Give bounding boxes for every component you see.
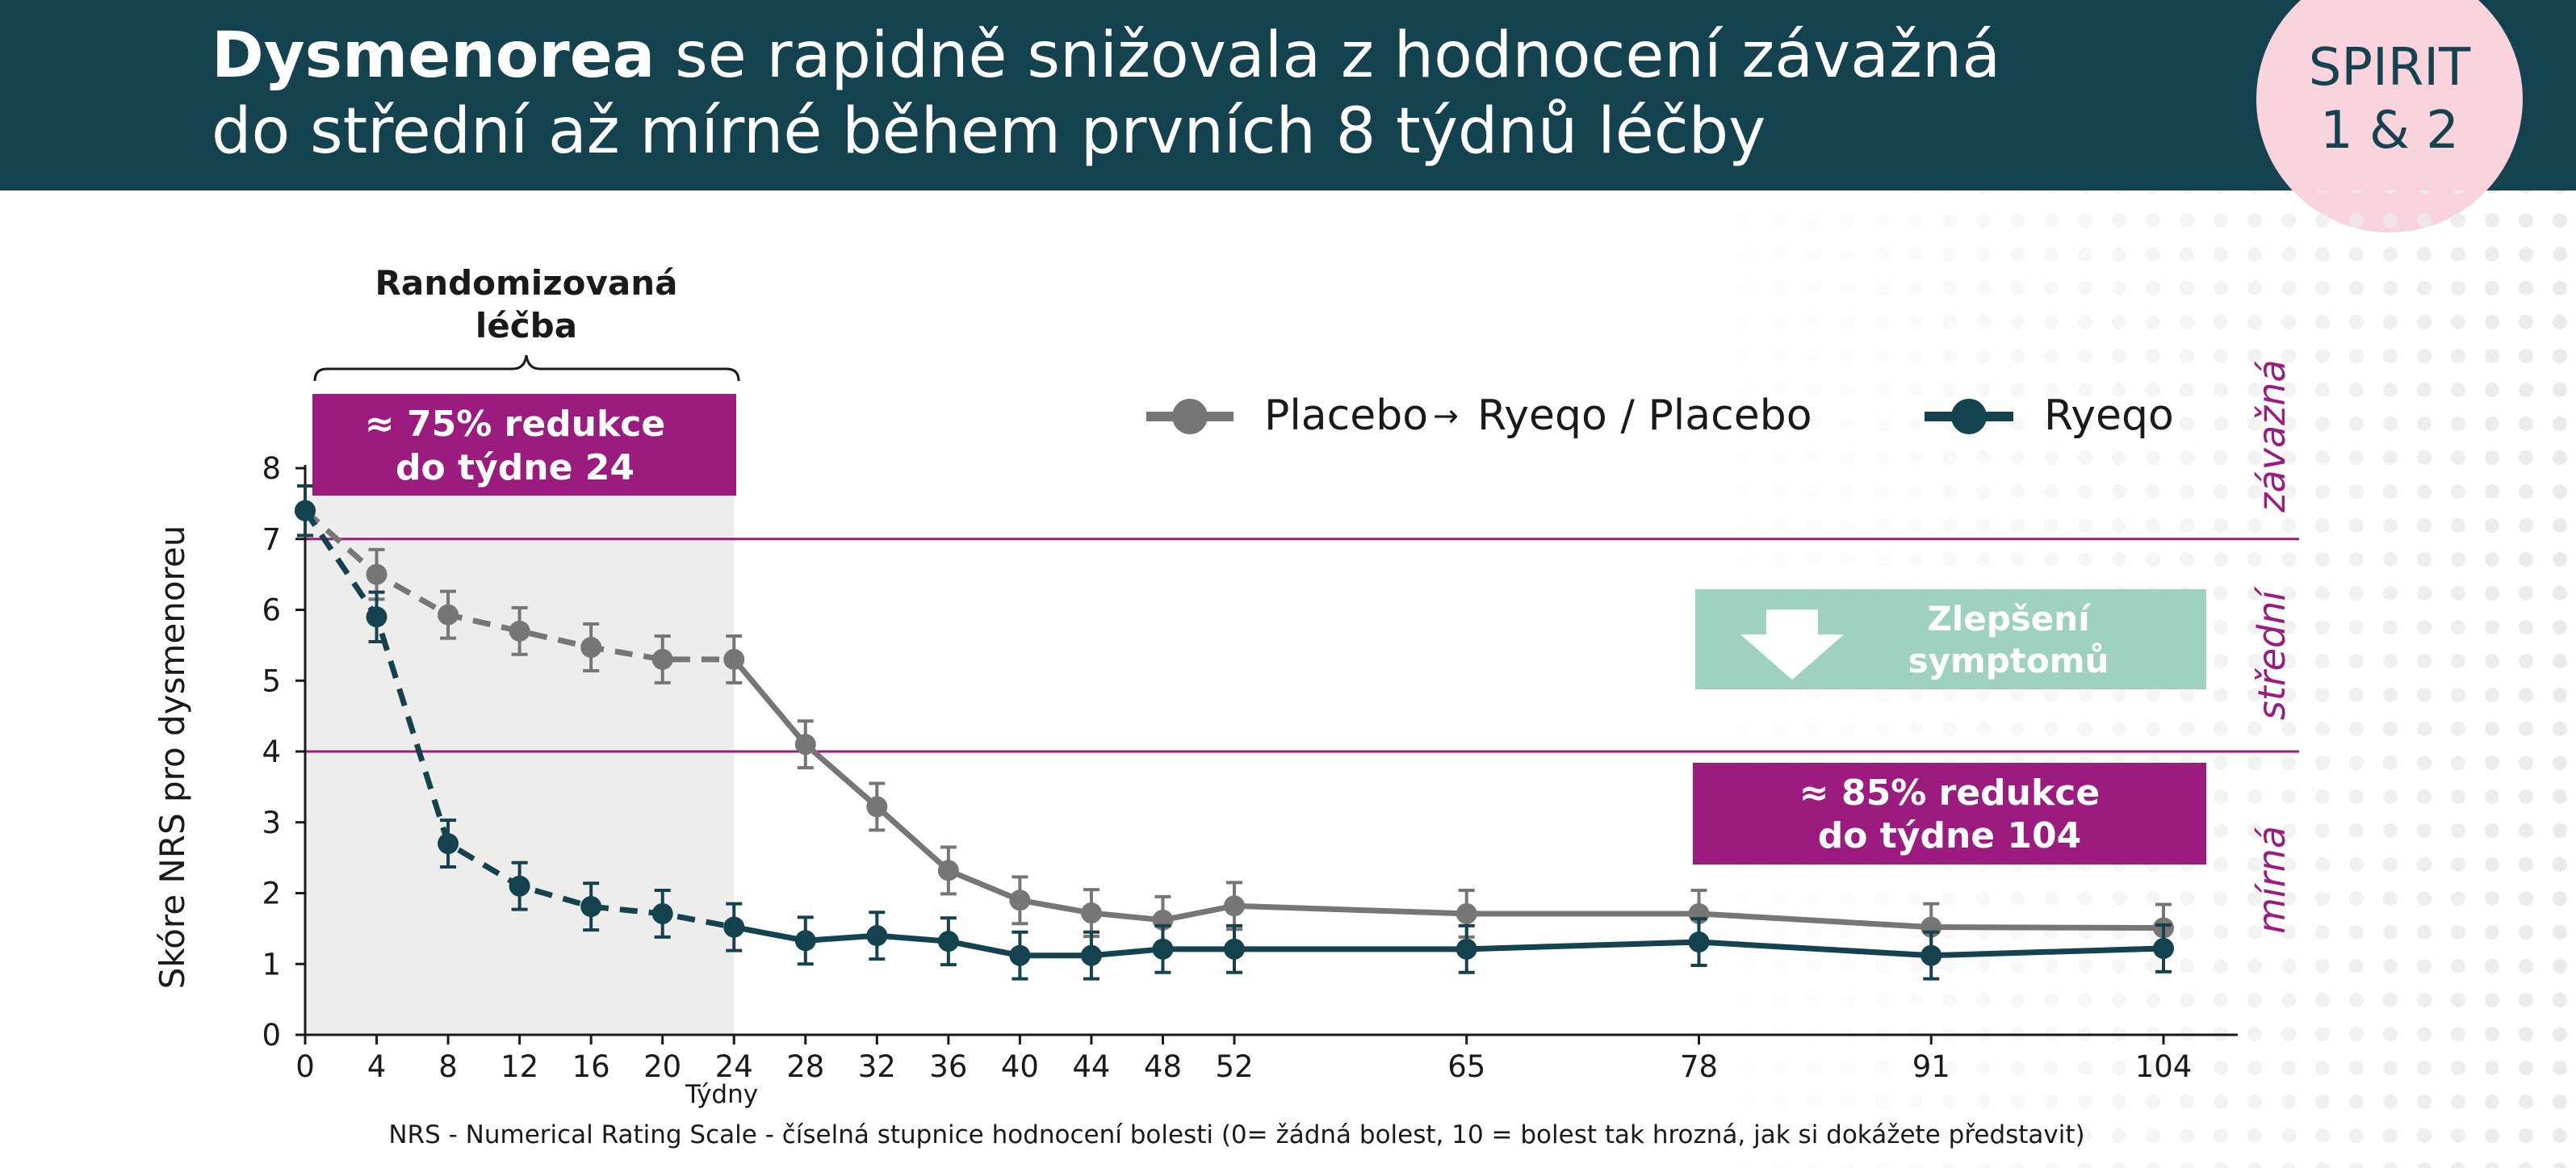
data-point [1920, 944, 1942, 966]
x-tick-label: 8 [438, 1049, 458, 1084]
series-line-solid [731, 657, 2164, 931]
y-tick-label: 2 [262, 877, 281, 911]
improvement-line-2: symptomů [1908, 641, 2109, 680]
legend-placebo-a: Placebo [1264, 391, 1428, 440]
x-tick-label: 12 [501, 1049, 538, 1084]
down-arrow-icon [1740, 609, 1844, 680]
title-line-2: do střední až mírné během prvních 8 týdn… [212, 95, 1766, 168]
legend: Placebo → Ryeqo / Placebo Ryeqo [1146, 391, 2174, 440]
randomized-label-line-2: léčba [475, 306, 577, 345]
data-point [1009, 944, 1031, 966]
reduction-104-line-1: ≈ 85% redukce [1799, 772, 2100, 814]
data-point [937, 860, 959, 881]
randomized-brace [313, 354, 740, 382]
zone-severe-label: závažná [2250, 359, 2293, 513]
data-point [438, 833, 459, 855]
data-point [866, 925, 888, 947]
x-tick-label: 52 [1215, 1049, 1253, 1084]
data-point [1224, 938, 1245, 960]
legend-placebo-b: Ryeqo / Placebo [1477, 391, 1812, 440]
y-tick-label: 1 [262, 947, 281, 982]
reduction-24-box [312, 394, 736, 496]
reduction-104-line-2: do týdne 104 [1818, 815, 2082, 856]
title-line-1: Dysmenorea se rapidně snižovala z hodnoc… [212, 18, 2230, 94]
x-tick-label: 32 [858, 1049, 896, 1084]
data-point [794, 930, 816, 952]
x-tick-label: 104 [2135, 1049, 2193, 1084]
data-point [937, 931, 959, 952]
improvement-line-1: Zlepšení [1927, 599, 2092, 638]
legend-placebo-marker [1172, 399, 1208, 434]
y-tick-label: 8 [262, 451, 281, 486]
data-point [366, 606, 387, 628]
data-point [366, 563, 387, 585]
legend-ryeqo-marker [1951, 399, 1987, 434]
title-rest: se rapidně snižovala z hodnocení závažná [655, 19, 2001, 92]
data-point [723, 648, 745, 670]
page-title: Dysmenorea se rapidně snižovala z hodnoc… [212, 18, 2230, 170]
data-point [1080, 944, 1102, 966]
x-tick-label: 28 [786, 1049, 824, 1084]
randomized-label-line-1: Randomizovaná [375, 263, 678, 303]
legend-ryeqo: Ryeqo [2044, 391, 2174, 440]
x-tick-label: 24 [715, 1049, 753, 1084]
data-point [651, 648, 673, 670]
legend-placebo-arrow: → [1433, 398, 1459, 433]
data-point [509, 875, 530, 897]
data-point [1456, 902, 1477, 924]
y-tick-label: 7 [262, 522, 281, 557]
data-point [866, 796, 888, 818]
data-point [651, 902, 673, 924]
data-point [580, 896, 602, 918]
data-point [2153, 937, 2174, 959]
x-tick-label: 20 [643, 1049, 681, 1084]
y-tick-label: 6 [262, 593, 281, 628]
x-tick-label: 78 [1680, 1049, 1718, 1084]
data-point [580, 637, 602, 659]
data-point [794, 734, 816, 756]
y-tick-label: 4 [262, 735, 281, 769]
y-tick-label: 3 [262, 806, 281, 840]
data-point [1224, 895, 1245, 917]
series-line-solid [733, 924, 2164, 959]
zone-mild-label: mírná [2250, 826, 2293, 934]
data-point [295, 500, 316, 521]
data-point [1009, 890, 1031, 911]
x-tick-label: 91 [1912, 1049, 1950, 1084]
zone-moderate-label: střední [2250, 586, 2293, 721]
data-point [1456, 938, 1477, 960]
y-tick-label: 0 [262, 1018, 281, 1053]
x-axis-label: Týdny [685, 1080, 758, 1109]
data-point [1152, 938, 1174, 960]
x-tick-label: 0 [295, 1049, 315, 1084]
y-axis-label: Skóre NRS pro dysmenoreu [153, 525, 192, 990]
x-tick-label: 48 [1144, 1049, 1182, 1084]
x-tick-label: 65 [1447, 1049, 1485, 1084]
header-bar: Dysmenorea se rapidně snižovala z hodnoc… [0, 0, 2576, 190]
x-tick-label: 40 [1001, 1049, 1039, 1084]
data-point [509, 620, 530, 642]
data-point [438, 604, 459, 626]
badge-line-2: 1 & 2 [2319, 101, 2460, 161]
x-tick-label: 44 [1072, 1049, 1110, 1084]
data-point [1688, 931, 1710, 953]
x-tick-label: 4 [367, 1049, 387, 1084]
data-point [1080, 902, 1102, 924]
reduction-104-box [1693, 763, 2206, 864]
footnote: NRS - Numerical Rating Scale - číselná s… [388, 1120, 2084, 1149]
reduction-24-line-2: do týdne 24 [396, 447, 635, 488]
reduction-24-line-1: ≈ 75% redukce [365, 404, 665, 445]
x-tick-label: 16 [572, 1049, 610, 1084]
x-tick-label: 36 [929, 1049, 967, 1084]
badge-line-1: SPIRIT [2308, 38, 2471, 98]
series-ryeqo [295, 484, 2174, 981]
data-point [723, 916, 745, 938]
title-bold: Dysmenorea [212, 19, 656, 92]
y-tick-label: 5 [262, 664, 281, 698]
